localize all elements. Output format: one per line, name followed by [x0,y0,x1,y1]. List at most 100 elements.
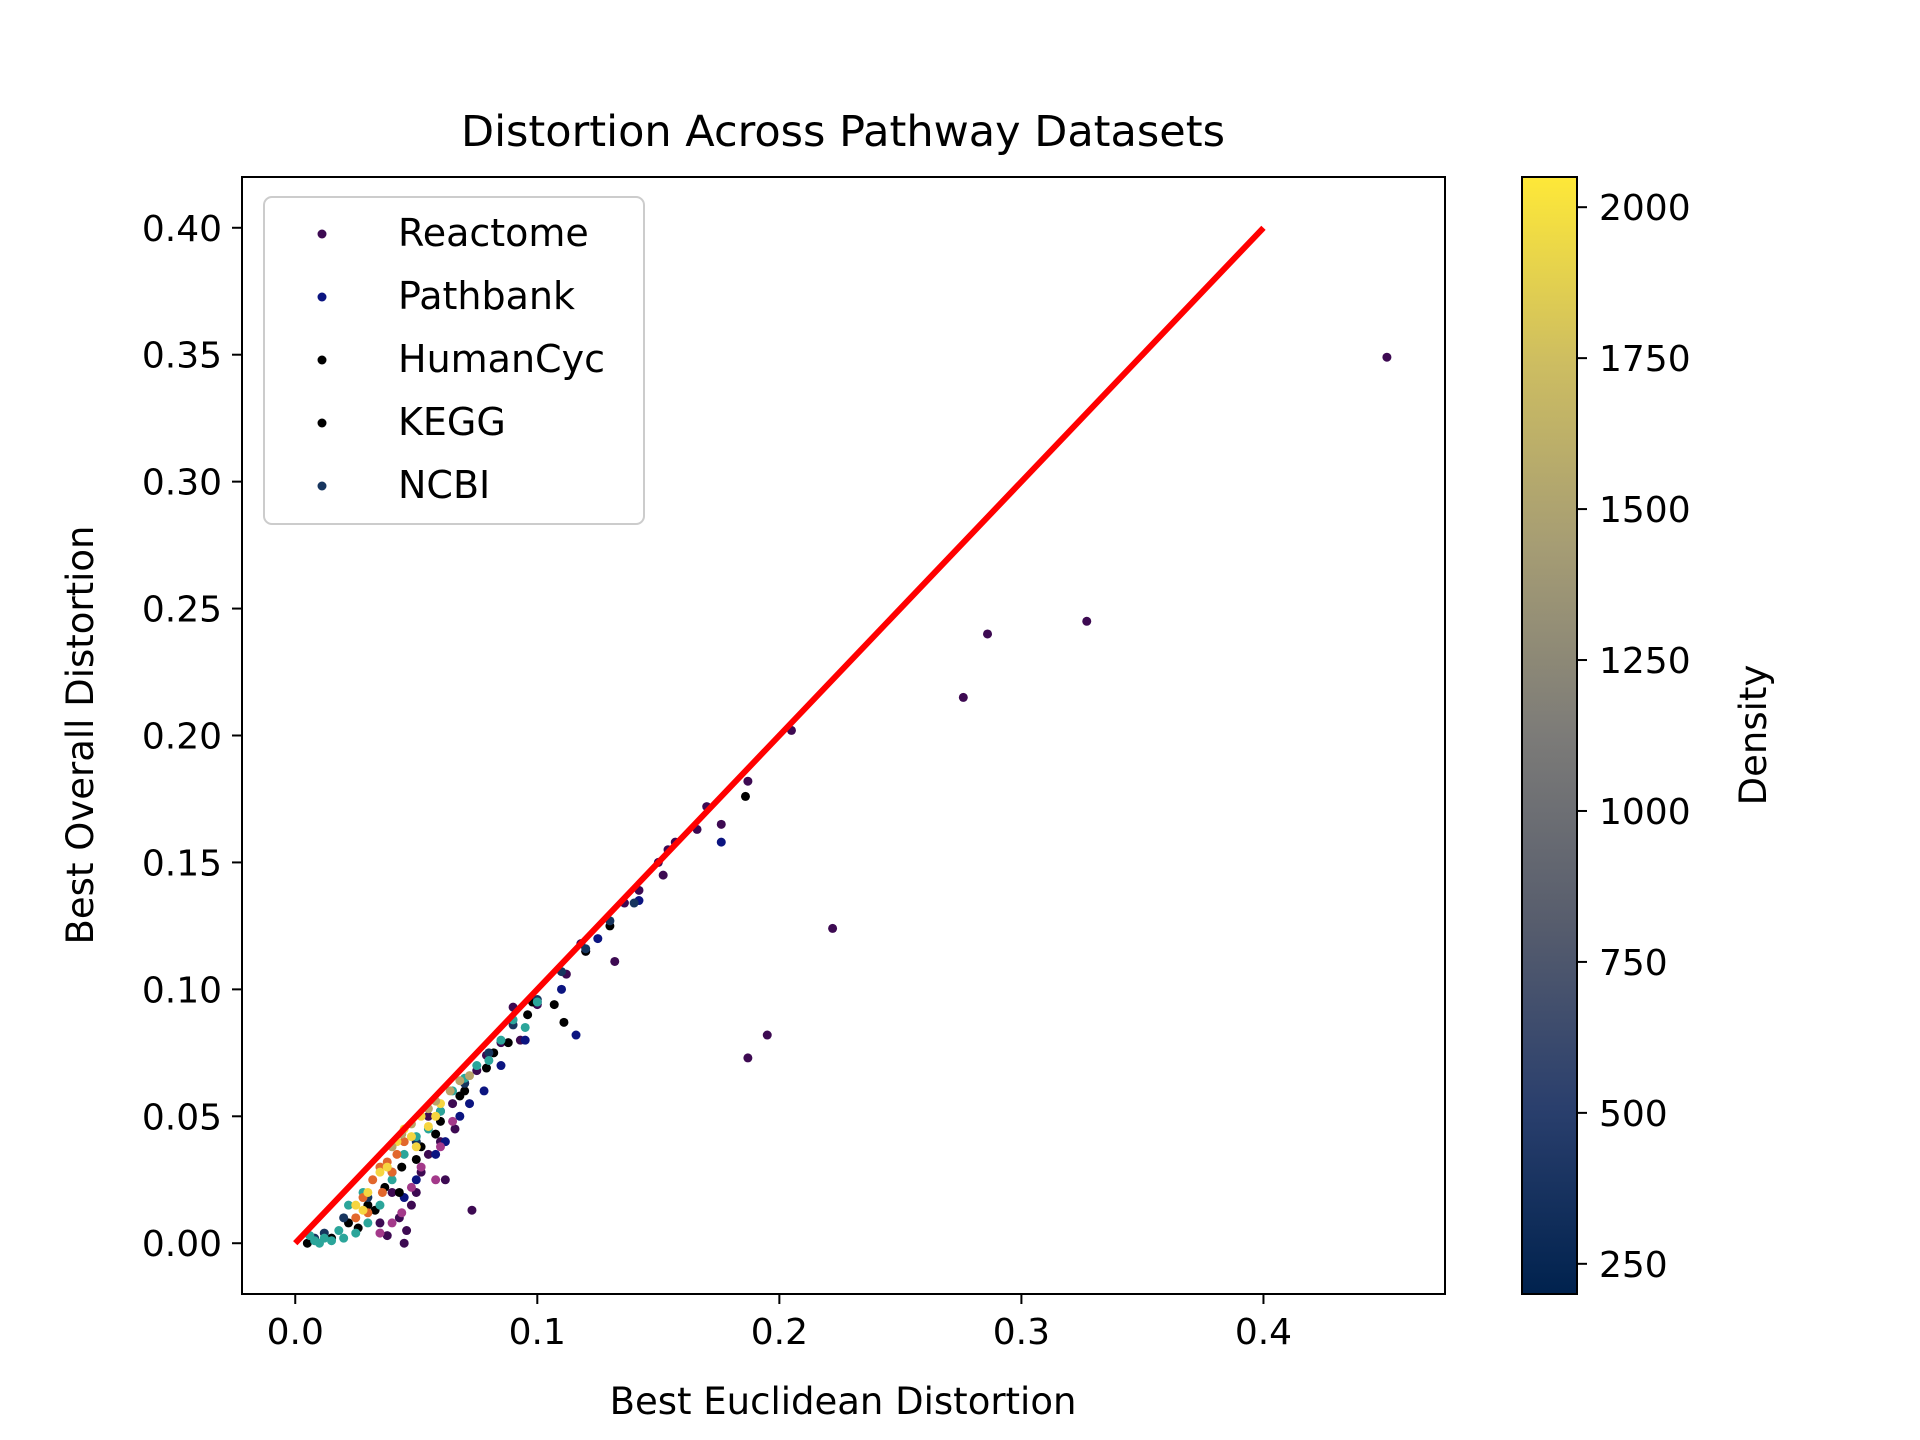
data-point [399,1149,409,1159]
data-point [382,1231,392,1241]
data-point [339,1213,349,1223]
data-point [496,1061,506,1071]
legend-marker-reactome [317,229,327,239]
data-point [629,898,639,908]
data-point [423,1121,433,1131]
data-point [520,1022,530,1032]
data-point [431,1149,441,1159]
x-tick-label: 0.2 [751,1312,808,1353]
data-point [484,1055,494,1065]
legend-marker-pathbank [317,292,327,302]
data-point [593,934,603,944]
data-point [958,692,968,702]
data-point [375,1218,385,1228]
data-point [532,997,542,1007]
data-point [382,1162,392,1172]
data-point [467,1205,477,1215]
data-point [319,1233,329,1243]
legend-label-kegg: KEGG [398,400,506,444]
x-axis: 0.0 0.1 0.2 0.3 0.4 [267,1294,1292,1353]
data-point [406,1200,416,1210]
data-point [387,1175,397,1185]
y-tick-label: 0.40 [142,209,222,250]
data-point [743,776,753,786]
data-point [397,1208,407,1218]
colorbar-ticks: 250 500 750 1000 1250 1500 1750 2000 [1577,188,1691,1286]
data-point [465,1099,475,1109]
colorbar-tick-label: 2000 [1599,188,1691,229]
data-point [387,1187,397,1197]
colorbar-tick-label: 250 [1599,1245,1668,1286]
chart-title: Distortion Across Pathway Datasets [461,107,1225,157]
data-point [460,1086,470,1096]
data-point [411,1142,421,1152]
y-tick-label: 0.30 [142,463,222,504]
data-point [339,1233,349,1243]
data-point [402,1226,412,1236]
data-point [983,629,993,639]
legend: Reactome Pathbank HumanCyc KEGG NCBI [263,196,645,525]
data-point [375,1200,385,1210]
x-tick-label: 0.1 [509,1312,566,1353]
y-tick-label: 0.05 [142,1097,222,1138]
legend-box [263,196,645,525]
data-point [465,1071,475,1081]
colorbar-tick-label: 750 [1599,943,1668,984]
data-point [377,1187,387,1197]
data-point [411,1154,421,1164]
data-point [549,1000,559,1010]
data-point [435,1142,445,1152]
colorbar-label: Density [1732,665,1775,806]
data-point [1382,352,1392,362]
data-point [431,1129,441,1139]
colorbar-tick-label: 1000 [1599,792,1691,833]
y-tick-label: 0.25 [142,590,222,631]
data-point [363,1187,373,1197]
colorbar-tick-label: 1500 [1599,490,1691,531]
data-point [363,1218,373,1228]
y-axis: 0.00 0.05 0.10 0.15 0.20 0.25 0.30 0.35 0.40 [142,209,242,1265]
data-point [1082,616,1092,626]
data-point [351,1213,361,1223]
data-point [503,1038,513,1048]
data-point [344,1200,354,1210]
data-point [387,1218,397,1228]
data-point [445,1086,455,1096]
legend-marker-kegg [317,418,327,428]
colorbar-tick-label: 1750 [1599,339,1691,380]
data-point [479,1086,489,1096]
legend-marker-ncbi [317,481,327,491]
data-point [523,1010,533,1020]
data-point [455,1076,465,1086]
data-point [351,1200,361,1210]
data-point [743,1053,753,1063]
data-point [481,1063,491,1073]
data-point [828,923,838,933]
y-tick-label: 0.10 [142,970,222,1011]
y-tick-label: 0.35 [142,336,222,377]
data-point [472,1061,482,1071]
data-point [484,1048,494,1058]
data-point [399,1137,409,1147]
data-point [423,1149,433,1159]
x-tick-label: 0.0 [267,1312,324,1353]
data-point [557,984,567,994]
data-point [406,1182,416,1192]
x-axis-label: Best Euclidean Distortion [610,1380,1077,1423]
colorbar-gradient [1521,176,1578,1295]
data-point [520,1035,530,1045]
data-point [375,1167,385,1177]
data-point [658,870,668,880]
legend-label-reactome: Reactome [398,211,589,255]
data-point [581,944,591,954]
data-point [450,1124,460,1134]
colorbar-tick-label: 1250 [1599,641,1691,682]
data-point [392,1149,402,1159]
data-point [327,1236,337,1246]
y-axis-label: Best Overall Distortion [59,526,102,945]
data-point [448,1116,458,1126]
data-point [571,1030,581,1040]
data-point [302,1238,312,1248]
y-tick-label: 0.00 [142,1224,222,1265]
